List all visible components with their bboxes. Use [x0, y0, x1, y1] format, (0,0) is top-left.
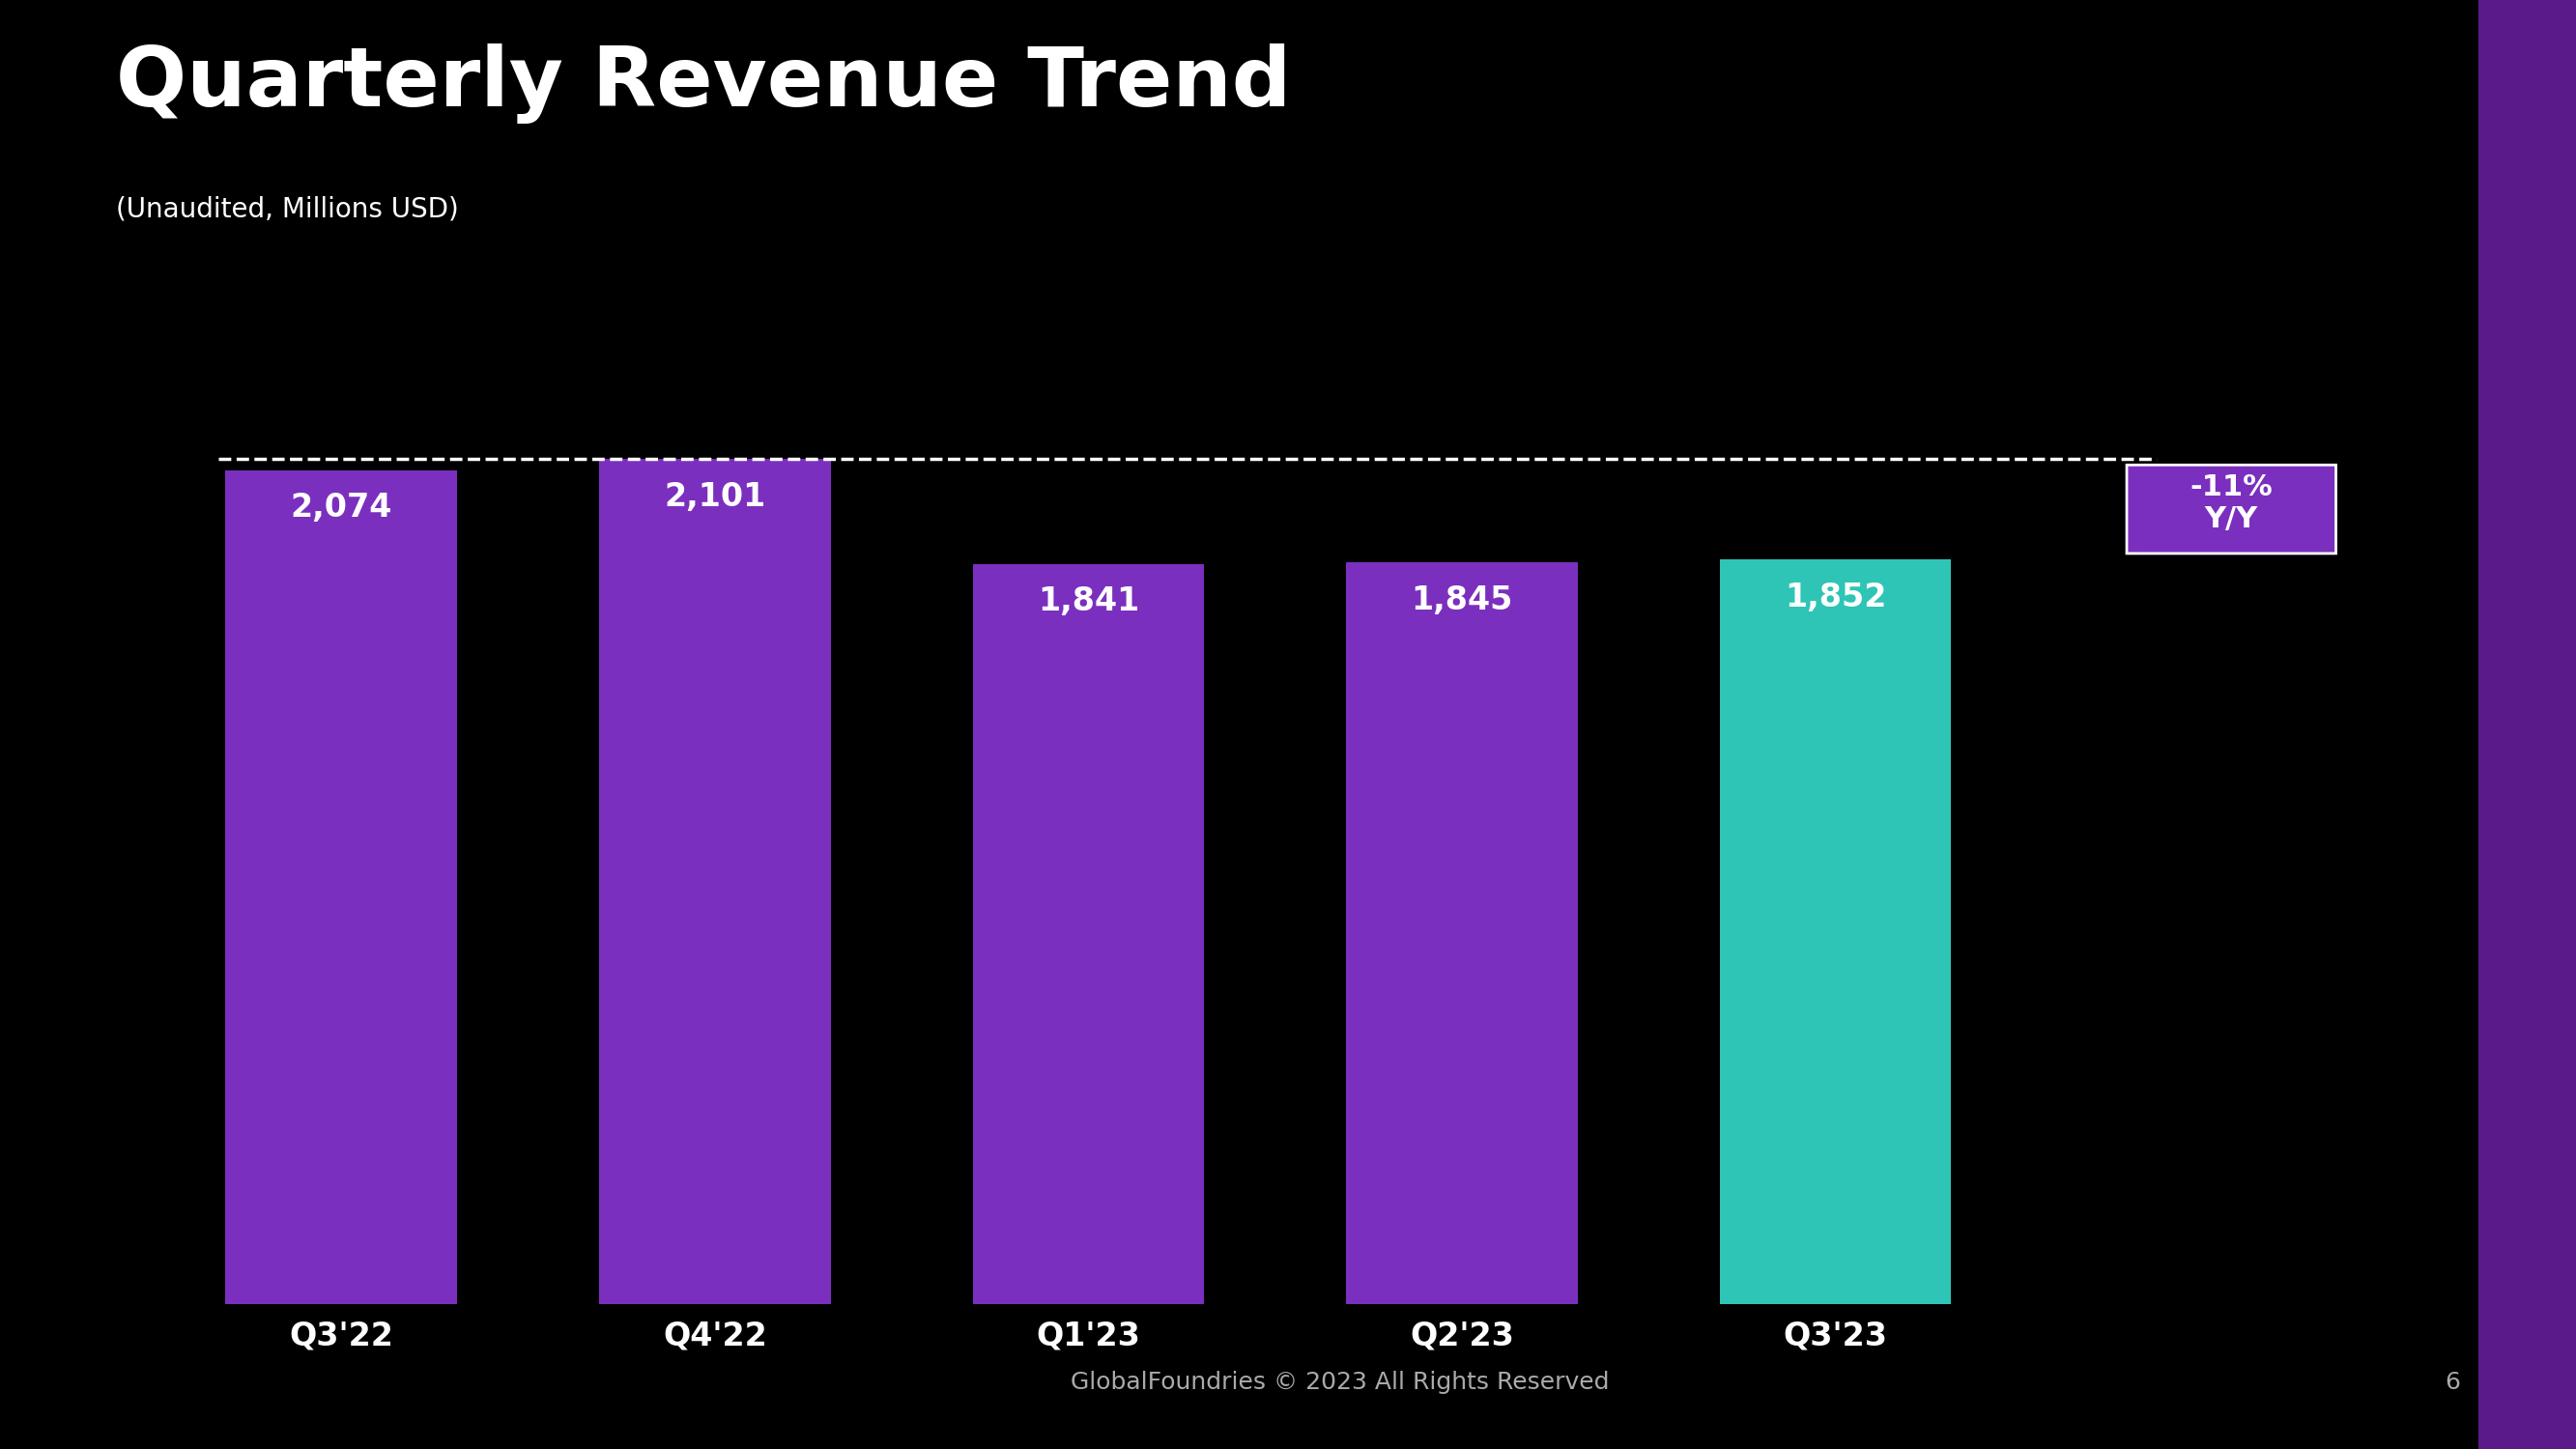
- Text: 1,841: 1,841: [1038, 585, 1139, 617]
- Bar: [1347, 562, 1577, 1304]
- Bar: [600, 459, 829, 1304]
- Text: 2,101: 2,101: [665, 481, 765, 513]
- Text: Quarterly Revenue Trend: Quarterly Revenue Trend: [116, 43, 1291, 123]
- FancyBboxPatch shape: [2128, 465, 2336, 554]
- Text: 1,852: 1,852: [1785, 581, 1886, 613]
- Bar: [1721, 559, 1950, 1304]
- Text: -11%
Y/Y: -11% Y/Y: [2190, 472, 2272, 533]
- Bar: [974, 564, 1203, 1304]
- Text: 1,845: 1,845: [1412, 584, 1512, 616]
- Bar: [227, 469, 456, 1304]
- Text: (Unaudited, Millions USD): (Unaudited, Millions USD): [116, 196, 459, 223]
- Text: 6: 6: [2445, 1371, 2460, 1394]
- Text: 2,074: 2,074: [291, 493, 392, 525]
- Text: GlobalFoundries © 2023 All Rights Reserved: GlobalFoundries © 2023 All Rights Reserv…: [1069, 1371, 1610, 1394]
